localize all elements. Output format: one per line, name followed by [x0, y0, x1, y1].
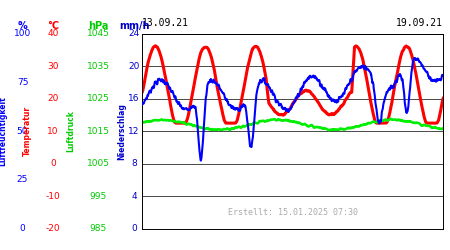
Text: mm/h: mm/h: [119, 21, 149, 31]
Text: 12: 12: [128, 127, 140, 136]
Text: 1025: 1025: [87, 94, 109, 103]
Text: 1035: 1035: [86, 62, 110, 71]
Text: 995: 995: [90, 192, 107, 201]
Text: -10: -10: [46, 192, 60, 201]
Text: °C: °C: [47, 21, 59, 31]
Text: Niederschlag: Niederschlag: [117, 103, 126, 160]
Text: hPa: hPa: [88, 21, 108, 31]
Text: 24: 24: [129, 29, 140, 38]
Text: 25: 25: [17, 176, 28, 184]
Text: 8: 8: [131, 159, 137, 168]
Text: 0: 0: [50, 159, 56, 168]
Text: 1045: 1045: [87, 29, 109, 38]
Text: 100: 100: [14, 29, 31, 38]
Text: 0: 0: [20, 224, 25, 233]
Text: Luftdruck: Luftdruck: [67, 110, 76, 152]
Text: 985: 985: [90, 224, 107, 233]
Text: 20: 20: [47, 94, 59, 103]
Text: 30: 30: [47, 62, 59, 71]
Text: 20: 20: [128, 62, 140, 71]
Text: %: %: [18, 21, 27, 31]
Text: 0: 0: [131, 224, 137, 233]
Text: 1015: 1015: [86, 127, 110, 136]
Text: 50: 50: [17, 127, 28, 136]
Text: 40: 40: [47, 29, 59, 38]
Text: 19.09.21: 19.09.21: [396, 18, 443, 28]
Text: Luftfeuchtigkeit: Luftfeuchtigkeit: [0, 96, 8, 166]
Text: 1005: 1005: [86, 159, 110, 168]
Text: -20: -20: [46, 224, 60, 233]
Text: 75: 75: [17, 78, 28, 87]
Text: Erstellt: 15.01.2025 07:30: Erstellt: 15.01.2025 07:30: [228, 208, 357, 217]
Text: 16: 16: [128, 94, 140, 103]
Text: 13.09.21: 13.09.21: [142, 18, 189, 28]
Text: 10: 10: [47, 127, 59, 136]
Text: Temperatur: Temperatur: [22, 106, 32, 156]
Text: 4: 4: [131, 192, 137, 201]
